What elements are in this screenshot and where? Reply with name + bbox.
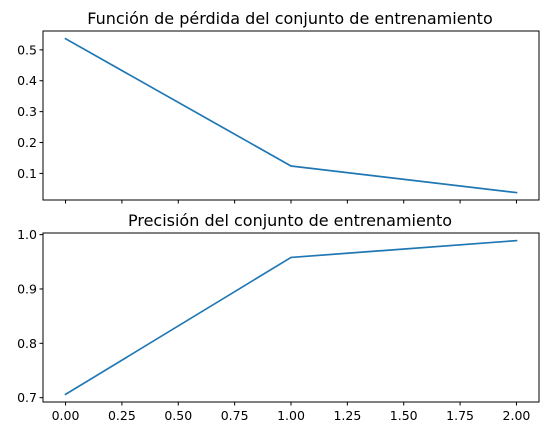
accuracy-x-tick-label: 0.75 xyxy=(221,408,249,423)
accuracy-x-tick-label: 1.00 xyxy=(277,408,305,423)
accuracy-y-tick-label: 0.9 xyxy=(17,281,37,296)
loss-series-line xyxy=(66,39,517,193)
accuracy-y-tick-label: 0.8 xyxy=(17,336,37,351)
accuracy-x-tick-label: 1.25 xyxy=(333,408,361,423)
accuracy-x-tick-label: 1.50 xyxy=(390,408,418,423)
accuracy-x-tick-label: 0.25 xyxy=(108,408,136,423)
loss-y-tick-label: 0.4 xyxy=(17,73,37,88)
loss-y-tick-label: 0.2 xyxy=(17,135,37,150)
loss-chart-title: Función de pérdida del conjunto de entre… xyxy=(87,9,492,28)
accuracy-x-tick-label: 0.00 xyxy=(52,408,80,423)
accuracy-x-tick-label: 2.00 xyxy=(503,408,531,423)
accuracy-x-tick-label: 1.75 xyxy=(446,408,474,423)
accuracy-y-tick-label: 0.7 xyxy=(17,390,37,405)
loss-chart: Función de pérdida del conjunto de entre… xyxy=(17,9,539,204)
loss-axes-frame xyxy=(43,31,539,200)
accuracy-x-tick-label: 0.50 xyxy=(164,408,192,423)
accuracy-y-tick-label: 1.0 xyxy=(17,227,37,242)
accuracy-chart: Precisión del conjunto de entrenamiento … xyxy=(17,211,539,423)
loss-y-tick-label: 0.3 xyxy=(17,104,37,119)
loss-y-tick-label: 0.1 xyxy=(17,166,37,181)
loss-y-tick-label: 0.5 xyxy=(17,42,37,57)
accuracy-chart-title: Precisión del conjunto de entrenamiento xyxy=(128,211,452,230)
accuracy-series-line xyxy=(66,241,517,395)
